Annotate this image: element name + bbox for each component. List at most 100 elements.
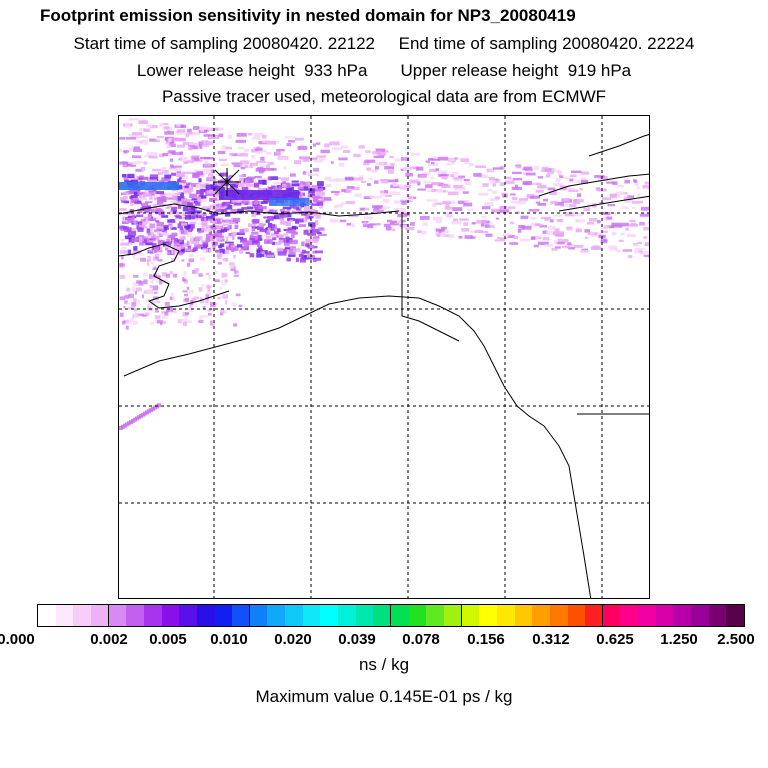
plume-cell	[257, 151, 263, 154]
plume-cell	[393, 200, 405, 204]
plume-cell	[515, 165, 522, 169]
plume-cell	[419, 216, 430, 220]
plume-cell	[279, 209, 285, 212]
plume-cell	[507, 234, 515, 238]
plume-cell	[129, 317, 134, 322]
plume-cell	[169, 296, 174, 301]
plume-cell	[280, 219, 285, 224]
plume-cell	[228, 232, 233, 236]
plume-cell	[251, 231, 259, 235]
plume-cell	[268, 251, 272, 254]
plume-cell	[124, 300, 128, 304]
plume-cell	[537, 176, 544, 179]
plume-cell	[561, 246, 571, 249]
plume-cell	[251, 226, 259, 229]
plume-cell	[368, 223, 380, 226]
plume-cell	[417, 230, 422, 234]
plume-cell	[329, 141, 340, 146]
plume-cell	[221, 279, 224, 283]
plume-cell	[359, 207, 365, 211]
plume-cell	[164, 142, 170, 145]
plume-cell	[190, 156, 194, 161]
plume-cell	[394, 184, 403, 187]
plume-cell	[251, 136, 261, 140]
plume-cell	[240, 164, 245, 168]
colorbar-segment	[549, 605, 568, 626]
plume-cell	[512, 171, 522, 175]
plume-cell	[149, 196, 153, 200]
plume-cell	[239, 249, 243, 254]
plume-cell	[232, 236, 235, 240]
plume-cell	[132, 314, 135, 319]
plume-cell	[262, 208, 270, 211]
plume-cell	[214, 162, 218, 167]
plume-cell	[288, 140, 295, 143]
plume-cell	[178, 176, 182, 180]
plume-cell	[468, 208, 474, 211]
plume-cell	[207, 218, 213, 222]
plume-cell	[164, 311, 169, 316]
plume-cell	[442, 190, 446, 193]
plume-cell	[265, 164, 271, 169]
plume-cell	[313, 259, 319, 262]
plume-cell	[604, 225, 614, 229]
plume-cell	[142, 314, 147, 317]
plume-cell	[193, 126, 200, 130]
plume-cell	[222, 294, 228, 299]
plume-cell	[176, 129, 186, 133]
plume-cell	[121, 320, 126, 325]
plume-cell	[610, 248, 619, 251]
plume-cell	[190, 236, 195, 242]
plume-cell	[245, 183, 255, 187]
plume-cell	[269, 198, 309, 206]
plume-cell	[156, 221, 164, 227]
plume-cell	[311, 157, 316, 161]
plume-cell	[267, 176, 272, 181]
plume-cell	[133, 298, 137, 303]
plume-cell	[150, 208, 155, 213]
plume-cell	[389, 155, 394, 159]
plume-cell	[516, 200, 526, 205]
plume-cell	[149, 174, 159, 179]
plume-cell	[148, 217, 157, 222]
plume-cell	[174, 218, 180, 221]
plume-cell	[165, 247, 169, 251]
plume-cell	[148, 179, 158, 184]
plume-cell	[190, 207, 196, 211]
colorbar-segment	[232, 605, 251, 626]
plume-cell	[204, 217, 207, 222]
plume-cell	[366, 167, 372, 171]
plume-cell	[295, 257, 299, 263]
plume-cell	[120, 248, 124, 252]
plume-cell	[131, 237, 140, 242]
map-title: Footprint emission sensitivity in nested…	[40, 6, 576, 25]
plume-cell	[245, 207, 253, 212]
plume-cell	[325, 184, 332, 188]
plume-cell	[207, 127, 213, 131]
plume-cell	[122, 173, 127, 178]
plume-cell	[200, 188, 210, 193]
plume-cell	[184, 297, 189, 302]
plume-cell	[189, 221, 197, 224]
plume-cell	[484, 224, 490, 228]
plume-cell	[123, 305, 126, 309]
plume-cell	[330, 161, 334, 164]
plume-cell	[150, 232, 154, 237]
plume-cell	[565, 244, 576, 248]
plume-cell	[127, 307, 133, 310]
plume-cell	[130, 195, 138, 199]
plume-cell	[208, 206, 212, 211]
plume-cell	[484, 175, 489, 179]
plume-cell	[257, 166, 264, 171]
plume-cell	[185, 199, 195, 202]
plume-cell	[129, 209, 134, 213]
plume-cell	[561, 198, 571, 202]
plume-cell	[195, 201, 201, 206]
plume-cell	[165, 245, 171, 250]
plume-cell	[221, 209, 225, 215]
plume-cell	[611, 222, 622, 227]
plume-cell	[389, 191, 401, 196]
plume-cell	[129, 241, 132, 246]
plume-cell	[260, 150, 267, 153]
plume-cell	[219, 248, 225, 254]
